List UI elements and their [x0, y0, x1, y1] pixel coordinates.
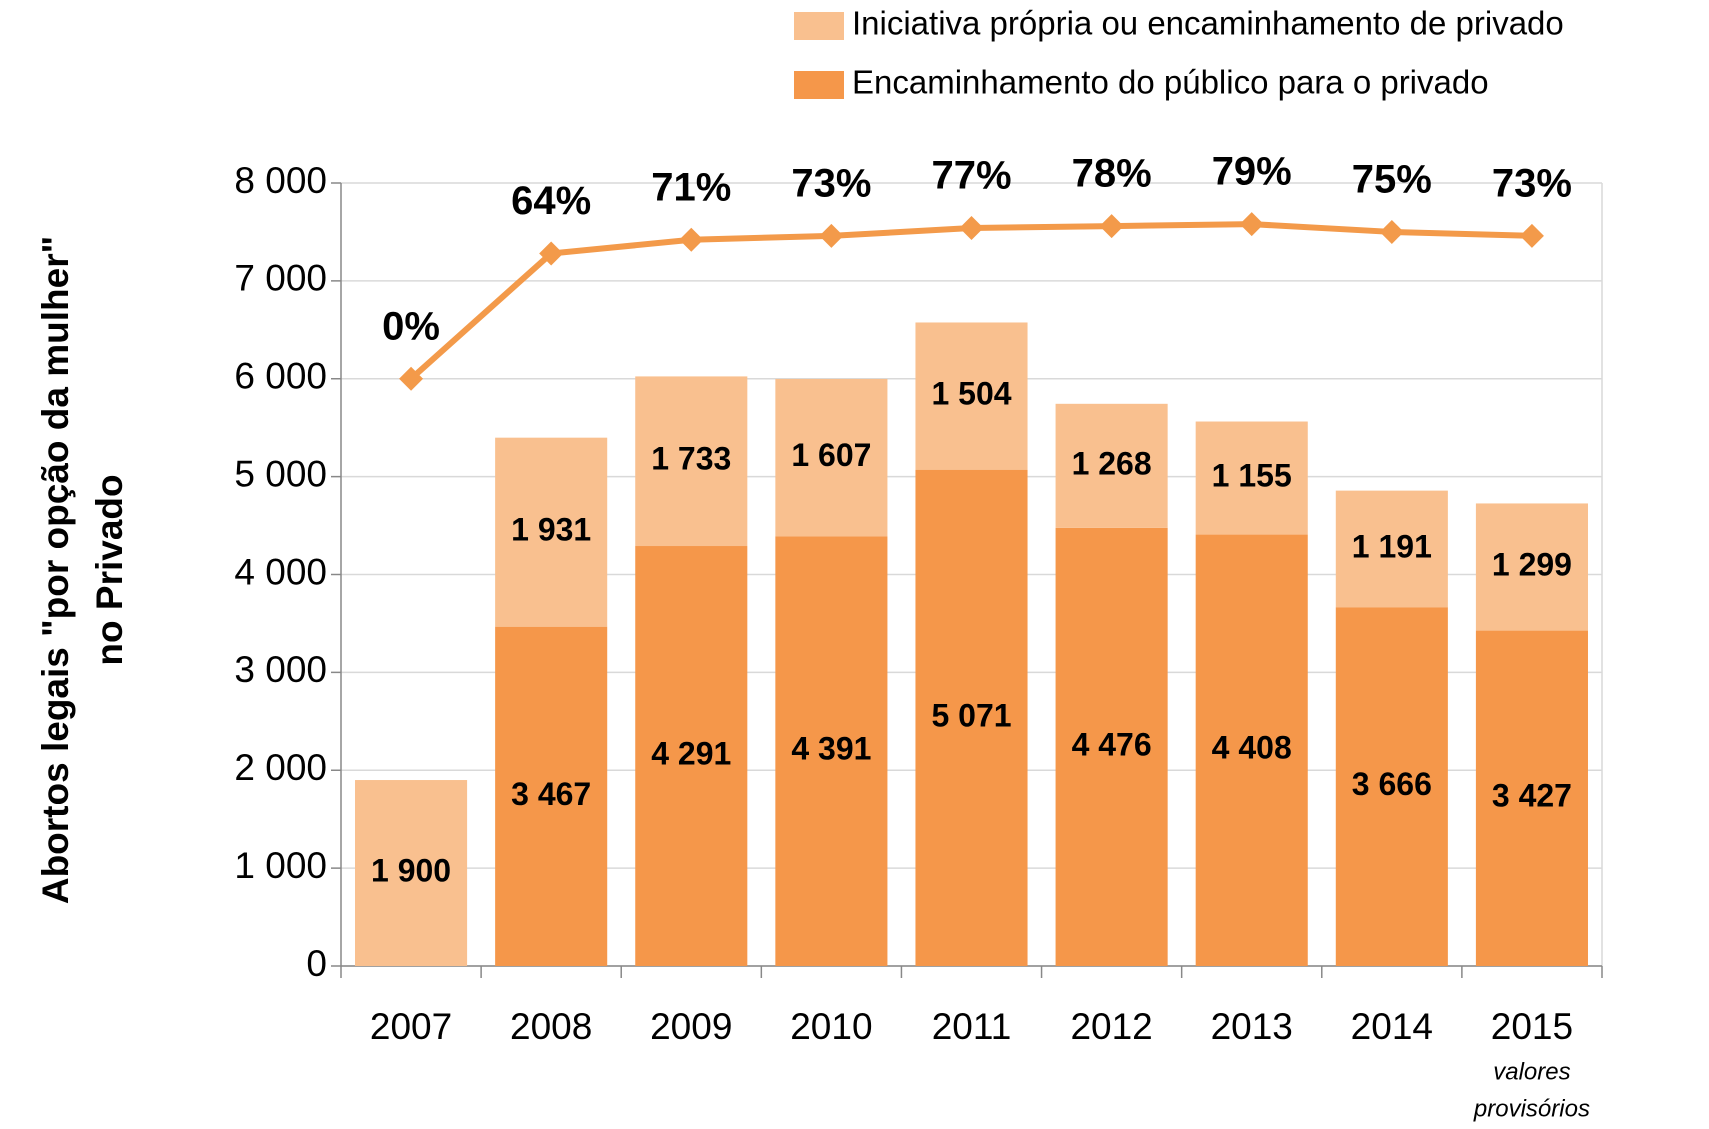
- bar-segment: [1055, 403, 1168, 528]
- y-tick-label: 1 000: [234, 845, 327, 886]
- x-tick-label: 2009: [650, 1006, 732, 1047]
- y-tick-label: 2 000: [234, 747, 327, 788]
- bar-segment: [775, 536, 888, 966]
- line-value-label: 64%: [511, 179, 591, 223]
- bar-segment: [1195, 421, 1308, 535]
- x-tick-label: 2012: [1070, 1006, 1152, 1047]
- legend-swatch: [794, 71, 844, 99]
- y-tick-label: 7 000: [234, 258, 327, 299]
- annotation: valores: [1493, 1058, 1570, 1085]
- line-value-label: 73%: [791, 161, 871, 205]
- x-tick-label: 2008: [510, 1006, 592, 1047]
- legend-swatch: [794, 12, 844, 40]
- y-tick-label: 3 000: [234, 649, 327, 690]
- bar-segment: [495, 437, 608, 627]
- bar-segment: [635, 376, 748, 547]
- line-marker: [679, 227, 704, 252]
- y-tick-label: 6 000: [234, 356, 327, 397]
- x-tick-label: 2014: [1351, 1006, 1433, 1047]
- x-tick-label: 2007: [370, 1006, 452, 1047]
- bar-segment: [635, 546, 748, 966]
- line-marker: [399, 366, 424, 391]
- legend-label: Iniciativa própria ou encaminhamento de …: [852, 5, 1564, 42]
- bar-segment: [915, 469, 1028, 966]
- bar-value-label: 4 391: [791, 731, 871, 767]
- line-marker: [1239, 212, 1264, 237]
- bar-value-label: 1 268: [1072, 445, 1152, 481]
- line-marker: [1379, 219, 1404, 244]
- bar-segment: [1195, 534, 1308, 966]
- bar-value-label: 1 504: [931, 376, 1011, 412]
- x-tick-label: 2013: [1211, 1006, 1293, 1047]
- bar-value-label: 1 191: [1352, 528, 1432, 564]
- y-axis-title: Abortos legais "por opção da mulher" no …: [35, 236, 130, 904]
- line-marker: [1099, 214, 1124, 239]
- bar-value-label: 3 666: [1352, 766, 1432, 802]
- bar-segment: [1335, 607, 1448, 966]
- bar-value-label: 4 476: [1072, 726, 1152, 762]
- x-tick-label: 2011: [932, 1006, 1012, 1047]
- line-marker: [819, 223, 844, 248]
- y-axis-title-line: Abortos legais "por opção da mulher": [35, 236, 76, 904]
- bar-value-label: 4 408: [1212, 730, 1292, 766]
- bar-value-label: 5 071: [931, 697, 1011, 733]
- bar-segment: [1335, 490, 1448, 608]
- bar-segment: [1475, 630, 1588, 966]
- bar-value-label: 1 733: [651, 441, 731, 477]
- bar-value-label: 1 155: [1212, 457, 1292, 493]
- line-value-label: 77%: [931, 154, 1011, 198]
- bar-segment: [775, 378, 888, 537]
- line-value-label: 71%: [651, 165, 731, 209]
- line-value-label: 0%: [382, 304, 440, 348]
- x-tick-label: 2010: [790, 1006, 872, 1047]
- bar-value-label: 3 467: [511, 776, 591, 812]
- line-value-label: 79%: [1212, 150, 1292, 194]
- bar-value-label: 1 607: [791, 437, 871, 473]
- legend-label: Encaminhamento do público para o privado: [852, 64, 1489, 101]
- y-tick-label: 8 000: [234, 160, 327, 201]
- line-marker: [959, 216, 984, 241]
- y-tick-label: 5 000: [234, 453, 327, 494]
- line-value-label: 78%: [1072, 152, 1152, 196]
- annotation: provisórios: [1473, 1095, 1590, 1122]
- bar-segment: [495, 626, 608, 966]
- line-value-label: 75%: [1352, 158, 1432, 202]
- line-value-label: 73%: [1492, 161, 1572, 205]
- bar-value-label: 1 299: [1492, 546, 1572, 582]
- bar-value-label: 3 427: [1492, 778, 1572, 814]
- bar-segment: [1475, 503, 1588, 631]
- y-tick-label: 4 000: [234, 551, 327, 592]
- bar-value-label: 4 291: [651, 735, 731, 771]
- bar-segment: [1055, 527, 1168, 966]
- bar-segment: [915, 322, 1028, 470]
- bar-segment: [355, 780, 468, 966]
- bar-value-label: 1 900: [371, 852, 451, 888]
- bar-value-label: 1 931: [511, 512, 591, 548]
- y-tick-label: 0: [306, 943, 327, 984]
- line-marker: [1519, 223, 1544, 248]
- x-tick-label: 2015: [1491, 1006, 1573, 1047]
- y-axis-title-line: no Privado: [89, 474, 130, 665]
- line-marker: [539, 241, 564, 266]
